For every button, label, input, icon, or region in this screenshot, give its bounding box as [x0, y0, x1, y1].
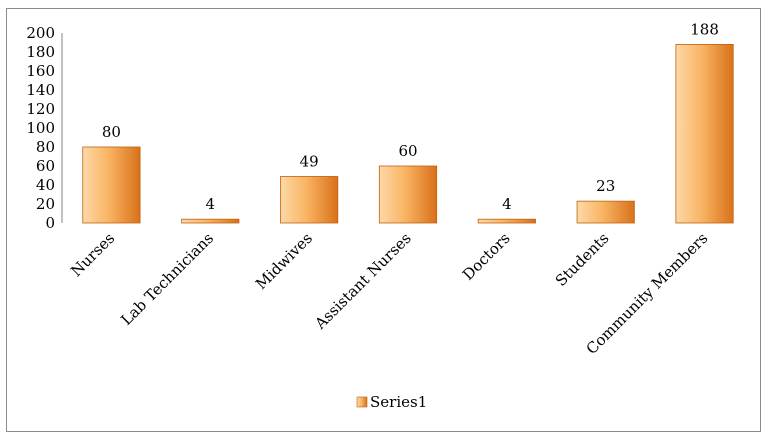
y-tick-label: 80 [36, 138, 55, 156]
y-tick-label: 160 [26, 62, 55, 80]
y-tick-label: 60 [36, 157, 55, 175]
legend-label: Series1 [370, 393, 427, 411]
data-label: 60 [398, 142, 417, 160]
y-tick-label: 120 [26, 100, 55, 118]
y-tick-label: 40 [36, 176, 55, 194]
bar [82, 146, 141, 224]
category-label: Nurses [67, 229, 118, 280]
bar [280, 176, 339, 224]
data-label: 80 [102, 123, 121, 141]
data-label: 188 [690, 20, 719, 38]
data-label: 4 [502, 195, 512, 213]
legend-swatch [356, 396, 368, 408]
y-tick-label: 200 [26, 24, 55, 42]
y-tick-label: 0 [45, 214, 55, 232]
bar [181, 218, 240, 224]
bar [675, 44, 734, 224]
y-tick-label: 100 [26, 119, 55, 137]
legend: Series1 [356, 393, 427, 411]
chart-frame: 0 20 40 60 80 100 120 140 160 180 200 80 4 49 60 4 23 18… [6, 8, 761, 432]
data-label: 4 [206, 195, 216, 213]
y-tick-label: 180 [26, 43, 55, 61]
category-label: Midwives [252, 229, 316, 293]
bar [576, 200, 635, 224]
bar [378, 165, 438, 224]
bar [477, 218, 536, 224]
category-label: Lab Technicians [117, 229, 217, 329]
bars [82, 44, 734, 224]
data-label: 23 [596, 177, 615, 195]
y-tick-label: 20 [36, 195, 55, 213]
category-label: Assistant Nurses [311, 229, 415, 333]
data-label: 49 [300, 152, 319, 170]
y-tick-label: 140 [26, 81, 55, 99]
data-labels: 80 4 49 60 4 23 188 [102, 20, 719, 213]
category-label: Students [552, 229, 613, 290]
category-label: Doctors [459, 229, 514, 284]
